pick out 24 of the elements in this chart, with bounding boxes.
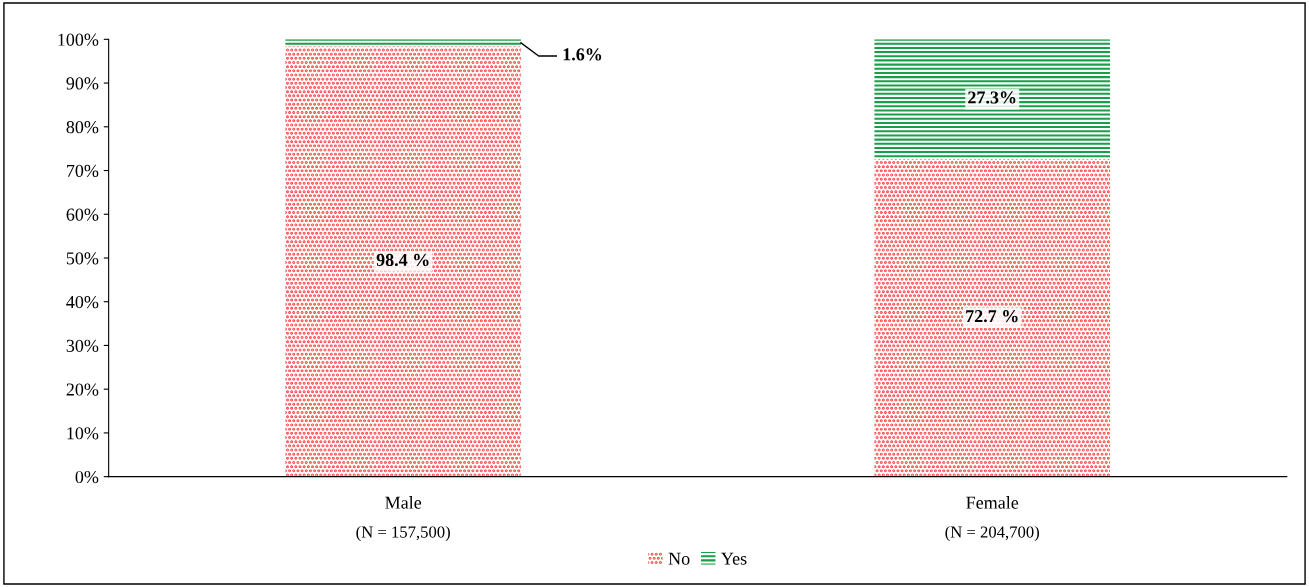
legend-label: Yes (721, 552, 747, 565)
text: (N = 204,700) (945, 525, 1040, 542)
y-tick-label: 50% (66, 252, 99, 265)
bar (874, 158, 1111, 477)
x-tick-label: Male (385, 496, 422, 509)
data-label: 98.4 % (376, 253, 429, 267)
bar (285, 46, 521, 477)
x-tick-label: Female (966, 496, 1019, 509)
data-label: 72.7 % (966, 310, 1018, 323)
y-tick-label: 10% (67, 427, 99, 440)
y-tick-label: 90% (66, 77, 99, 90)
y-tick-label: 80% (66, 121, 99, 134)
y-tick-label: 0% (75, 470, 99, 484)
text: (N = 157,500) (356, 525, 450, 542)
data-label: 27.3% (968, 91, 1016, 104)
data-label: 1.6% (563, 48, 602, 61)
y-tick-label: 40% (66, 295, 99, 309)
bar (874, 39, 1111, 159)
y-tick-label: 70% (67, 164, 99, 178)
y-tick-label: 60% (66, 208, 99, 221)
y-tick-label: 20% (66, 383, 99, 396)
legend-label: No (668, 552, 690, 565)
y-tick-label: 30% (66, 339, 99, 352)
y-tick-label: 100% (58, 33, 99, 46)
